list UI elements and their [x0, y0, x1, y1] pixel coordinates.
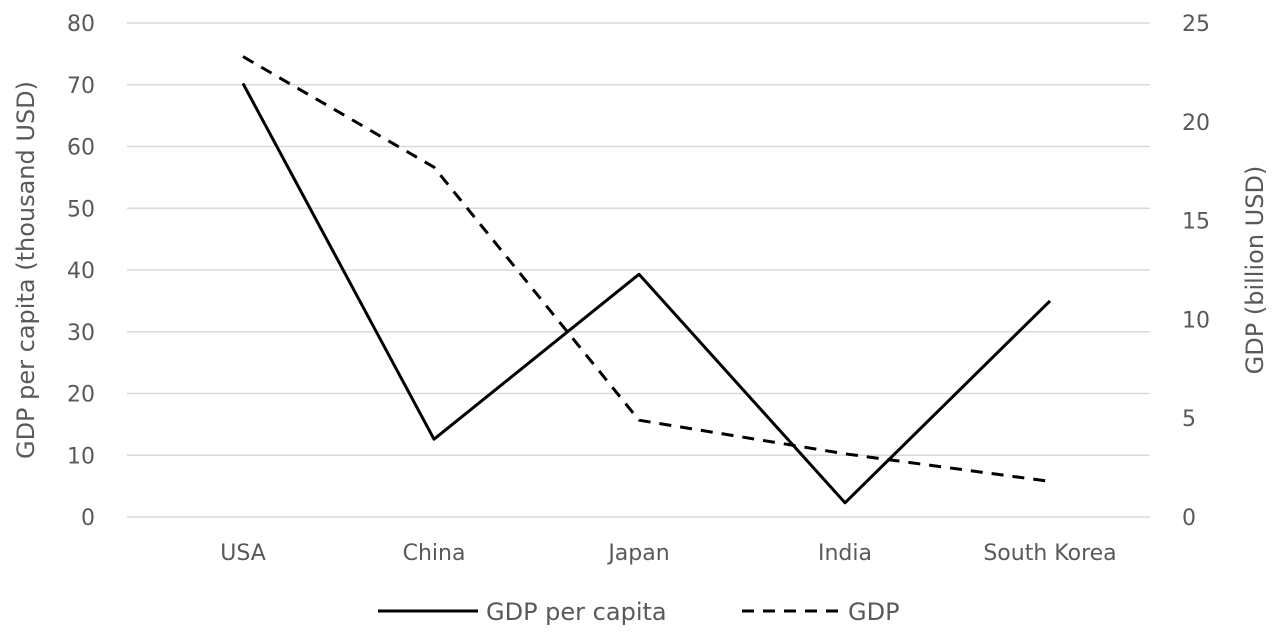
y-right-tick-label: 5: [1182, 407, 1196, 432]
series-line-gdp: [242, 55, 1051, 483]
y-left-tick-label: 80: [67, 12, 95, 37]
y-axis-right-title: GDP (billion USD): [1241, 166, 1269, 375]
x-tick-label: Japan: [606, 541, 669, 566]
y-left-tick-label: 10: [67, 444, 95, 469]
series-line-gdp-per-capita: [241, 82, 1052, 505]
y-left-tick-label: 0: [81, 506, 95, 531]
legend-label-gdp: GDP: [848, 598, 900, 626]
y-left-tick-label: 30: [67, 321, 95, 346]
y-left-tick-label: 20: [67, 383, 95, 408]
y-right-tick-label: 25: [1182, 12, 1210, 37]
x-tick-label: China: [403, 541, 466, 566]
gridlines: [127, 22, 1150, 518]
x-tick-label: India: [818, 541, 872, 566]
legend-label-gdp-per-capita: GDP per capita: [486, 598, 667, 626]
y-right-tick-label: 0: [1182, 506, 1196, 531]
y-left-tick-label: 60: [67, 136, 95, 161]
y-left-tick-label: 50: [67, 197, 95, 222]
x-tick-label: USA: [220, 541, 266, 566]
x-tick-label: South Korea: [983, 541, 1116, 566]
legend: GDP per capita GDP: [378, 598, 900, 626]
y-left-tick-label: 40: [67, 259, 95, 284]
y-right-tick-label: 15: [1182, 210, 1210, 235]
y-right-tick-label: 10: [1182, 308, 1210, 333]
y-right-tick-label: 20: [1182, 111, 1210, 136]
tick-labels: 0 10 20 30 40 50 60 70 80 0 5 10 15 20 25 USA China Japan…: [67, 12, 1210, 566]
y-axis-left-title: GDP per capita (thousand USD): [12, 81, 40, 459]
y-left-tick-label: 70: [67, 74, 95, 99]
series-lines: [241, 55, 1052, 505]
